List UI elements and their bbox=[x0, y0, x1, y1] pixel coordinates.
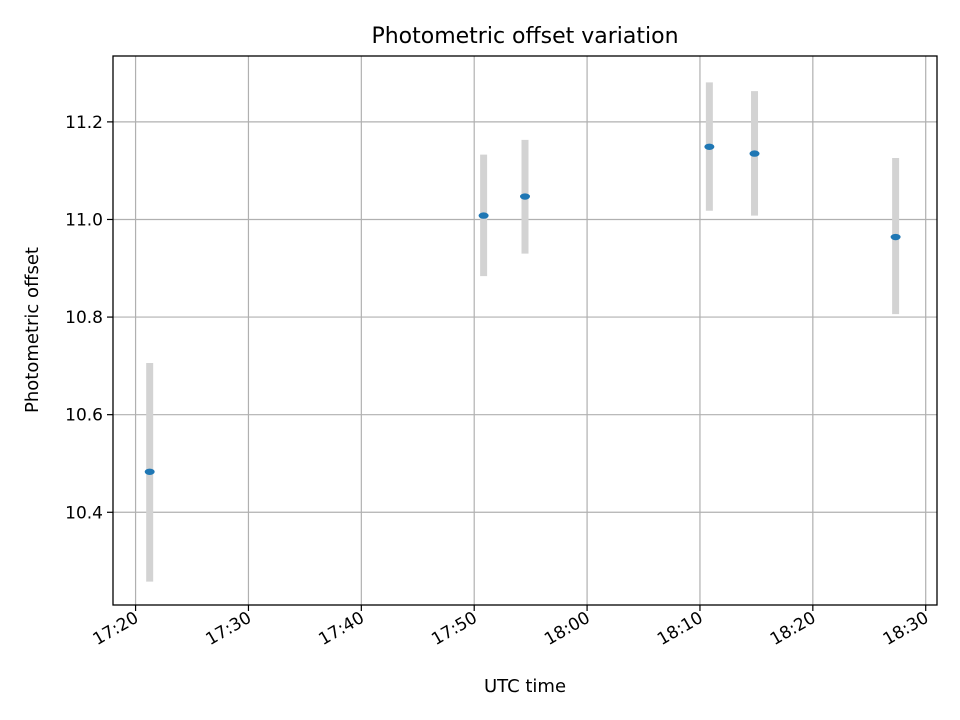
grid-lines bbox=[113, 56, 937, 605]
x-axis-ticks: 17:20 17:30 17:40 17:50 18:00 18:10 18:20 18:30 bbox=[90, 605, 932, 650]
error-bars bbox=[146, 82, 900, 582]
y-tick-label: 10.6 bbox=[65, 406, 103, 426]
data-point bbox=[749, 150, 760, 157]
x-tick-label: 17:40 bbox=[315, 608, 367, 650]
y-tick-label: 11.2 bbox=[65, 113, 103, 133]
data-point bbox=[704, 143, 715, 150]
y-tick-label: 11.0 bbox=[65, 210, 103, 230]
x-tick-label: 17:20 bbox=[90, 608, 142, 650]
y-axis-label: Photometric offset bbox=[22, 247, 43, 413]
data-point bbox=[478, 212, 489, 219]
x-axis-label: UTC time bbox=[484, 676, 566, 697]
y-axis-ticks: 10.4 10.6 10.8 11.0 11.2 bbox=[65, 113, 113, 523]
y-tick-label: 10.8 bbox=[65, 308, 103, 328]
x-tick-label: 17:50 bbox=[428, 608, 480, 650]
plot-frame bbox=[112, 55, 938, 606]
x-tick-label: 18:00 bbox=[541, 608, 593, 650]
x-tick-label: 18:10 bbox=[654, 608, 706, 650]
y-tick-label: 10.4 bbox=[65, 503, 103, 523]
x-tick-label: 18:30 bbox=[880, 608, 932, 650]
chart-title: Photometric offset variation bbox=[371, 24, 678, 49]
x-tick-label: 18:20 bbox=[767, 608, 819, 650]
data-point bbox=[144, 468, 155, 475]
data-point bbox=[890, 233, 901, 241]
data-point bbox=[520, 193, 530, 200]
x-tick-label: 17:30 bbox=[203, 608, 255, 650]
data-points bbox=[144, 143, 901, 475]
